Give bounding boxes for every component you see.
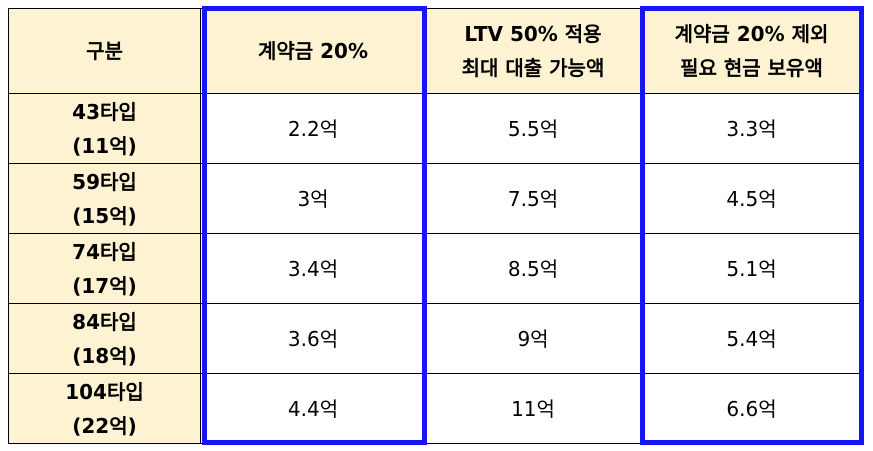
data-cell: 8.5억 (425, 233, 641, 304)
row-header-cell: 84타입 (18억) (8, 303, 201, 374)
cell-text: 4.5억 (726, 186, 777, 211)
cell-text: (11억) (72, 133, 137, 158)
cell-text: 104타입 (65, 379, 144, 404)
highlight-box (640, 6, 864, 445)
cell-text: 3.4억 (287, 256, 339, 281)
data-cell: 5.5억 (425, 93, 641, 164)
cell-text: 3.6억 (287, 326, 339, 351)
cell-text: 5.4억 (726, 326, 777, 351)
data-cell: 4.4억 (200, 373, 426, 444)
cell-text: 구분 (86, 39, 123, 63)
highlight-box (202, 6, 427, 445)
data-cell: 7.5억 (425, 163, 641, 234)
cell-text: 74타입 (72, 239, 137, 264)
cell-text: 2.2억 (287, 116, 339, 141)
cell-text: (15억) (72, 203, 137, 228)
cell-text: 43타입 (72, 99, 137, 124)
row-header-cell: 104타입 (22억) (8, 373, 201, 444)
data-cell: 9억 (425, 303, 641, 374)
cell-text: 최대 대출 가능액 (461, 56, 605, 80)
row-header-cell: 59타입 (15억) (8, 163, 201, 234)
cell-text: 4.4억 (287, 396, 339, 421)
data-cell: 11억 (425, 373, 641, 444)
cell-text: 필요 현금 보유액 (680, 56, 823, 80)
cell-text: 3억 (297, 186, 329, 211)
cell-text: (22억) (72, 413, 137, 438)
cell-text: 8.5억 (507, 256, 559, 281)
row-header-cell: 74타입 (17억) (8, 233, 201, 304)
cell-text: 11억 (511, 396, 555, 421)
cell-text: 5.5억 (507, 116, 559, 141)
cell-text: 3.3억 (726, 116, 777, 141)
header-cell: 계약금 20% (200, 8, 426, 94)
cell-text: 계약금 20% (257, 39, 369, 63)
cell-text: 9억 (517, 326, 549, 351)
cell-text: (18억) (72, 343, 137, 368)
cell-text: LTV 50% 적용 (464, 22, 602, 46)
cell-text: 59타입 (72, 169, 137, 194)
cell-text: 계약금 20% 제외 (674, 22, 829, 46)
header-cell: 구분 (8, 8, 201, 94)
cell-text: 6.6억 (726, 396, 777, 421)
row-header-cell: 43타입 (11억) (8, 93, 201, 164)
cell-text: 5.1억 (726, 256, 777, 281)
cell-text: 84타입 (72, 309, 137, 334)
cell-text: 7.5억 (507, 186, 559, 211)
cell-text: (17억) (72, 273, 137, 298)
